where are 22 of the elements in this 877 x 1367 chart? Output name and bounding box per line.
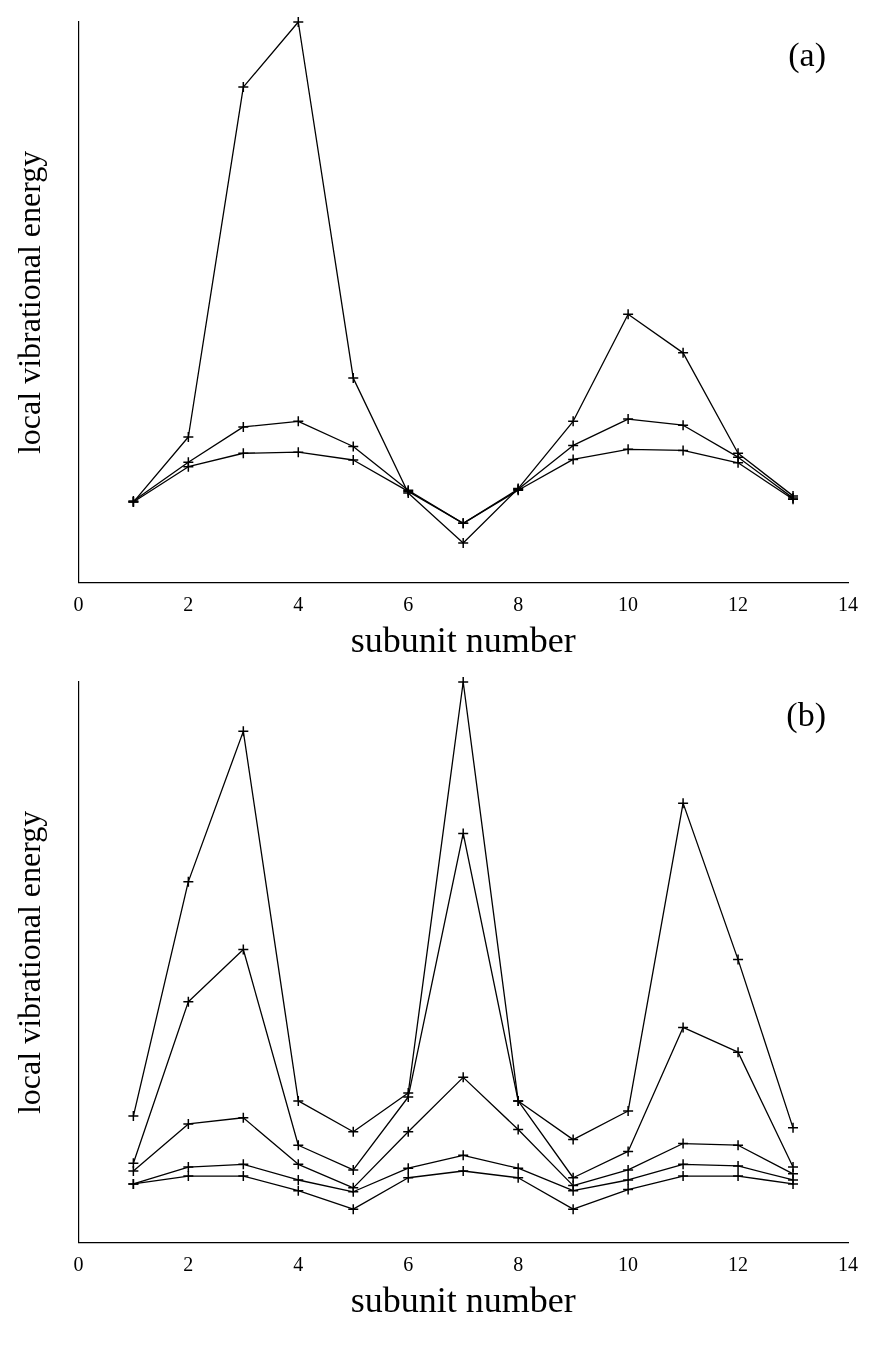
x-tick-label: 14	[838, 1253, 858, 1276]
annotation: (b)	[786, 695, 826, 734]
y-axis-title: local vibrational energy	[10, 810, 47, 1115]
x-tick-label: 12	[728, 593, 749, 616]
x-axis-title: subunit number	[350, 619, 576, 660]
x-tick-label: 2	[183, 593, 194, 616]
x-tick-label: 4	[293, 1253, 304, 1276]
x-tick-label: 10	[618, 593, 639, 616]
x-tick-label: 8	[513, 1253, 524, 1276]
x-tick-label: 4	[293, 593, 304, 616]
x-axis-title: subunit number	[350, 1279, 576, 1320]
x-tick-label: 0	[73, 1253, 84, 1276]
annotation: (a)	[788, 35, 826, 74]
x-tick-label: 14	[838, 593, 858, 616]
x-tick-label: 6	[403, 1253, 414, 1276]
x-tick-label: 8	[513, 593, 524, 616]
x-tick-label: 12	[728, 1253, 749, 1276]
x-tick-label: 6	[403, 593, 414, 616]
x-tick-label: 0	[73, 593, 84, 616]
x-tick-label: 2	[183, 1253, 194, 1276]
y-axis-title: local vibrational energy	[10, 150, 47, 455]
x-tick-label: 10	[618, 1253, 639, 1276]
